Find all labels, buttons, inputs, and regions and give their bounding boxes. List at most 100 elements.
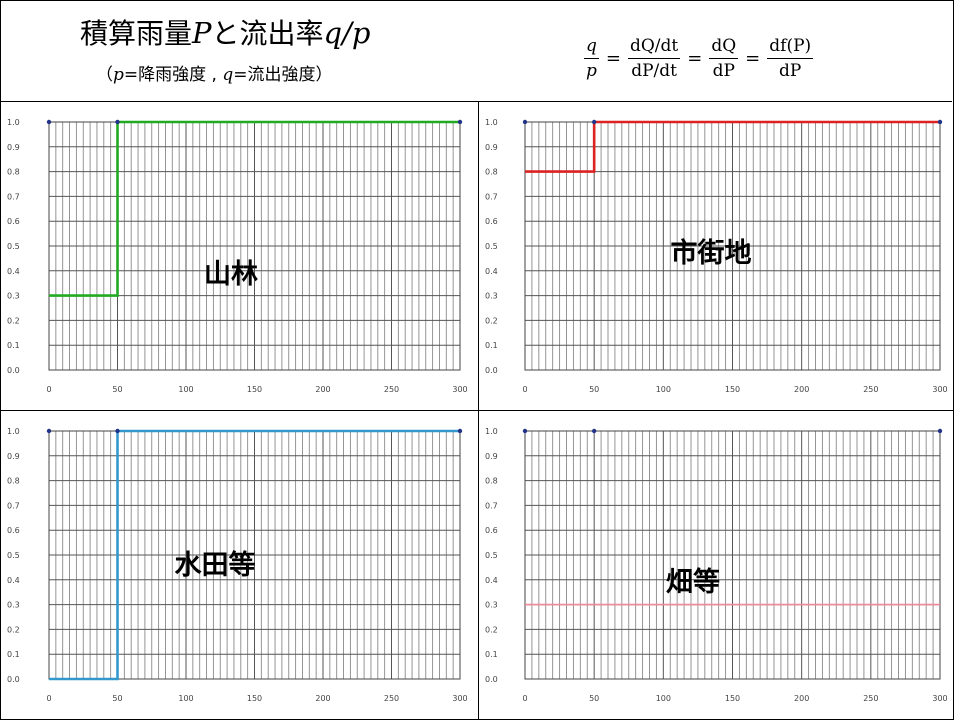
formula-f2-den: dP <box>712 60 735 81</box>
paddy-x-tick-label: 200 <box>315 694 330 703</box>
field-panel-label: 畑等 <box>666 566 720 598</box>
formula-lhs-num: q <box>584 36 599 59</box>
field-marker <box>937 428 943 434</box>
formula-f1-den: dP/dt <box>631 60 677 81</box>
urban-y-tick-label: 0.4 <box>485 267 498 276</box>
forest-x-tick-label: 50 <box>112 385 122 394</box>
field-marker <box>591 428 597 434</box>
forest-y-tick-label: 0.7 <box>7 192 20 201</box>
formula-lhs-den: p <box>586 60 597 81</box>
field-x-tick-label: 150 <box>725 694 740 703</box>
paddy-y-tick-label: 0.8 <box>7 477 20 486</box>
urban-y-tick-label: 0.8 <box>485 168 498 177</box>
forest-marker <box>46 119 52 125</box>
urban-y-tick-label: 0.3 <box>485 292 498 301</box>
urban-y-tick-label: 0.1 <box>485 341 498 350</box>
field-y-tick-label: 0.9 <box>485 452 498 461</box>
urban-x-tick-label: 0 <box>522 385 527 394</box>
subtitle-q-symbol: q <box>222 65 234 85</box>
paddy-marker <box>457 428 463 434</box>
paddy-x-tick-label: 50 <box>112 694 122 703</box>
urban-marker <box>522 119 528 125</box>
field-x-tick-label: 200 <box>794 694 809 703</box>
formula-frac-3: df(P) dP <box>767 36 814 81</box>
field-y-tick-label: 0.1 <box>485 650 498 659</box>
forest-y-tick-label: 0.6 <box>7 217 20 226</box>
urban-y-tick-label: 0.6 <box>485 217 498 226</box>
formula-eq-1: = <box>605 47 621 69</box>
forest-series-line <box>49 120 460 297</box>
urban-x-tick-label: 200 <box>794 385 809 394</box>
field-y-tick-label: 0.2 <box>485 625 498 634</box>
chart-panel-forest: 0.0 0.1 0.2 0.3 0.4 0.5 0.6 0.7 0.8 0.9 1.0 0 50 100 1… <box>7 118 468 394</box>
field-y-tick-label: 0.5 <box>485 551 498 560</box>
formula-frac-1: dQ/dt dP/dt <box>627 36 681 81</box>
forest-x-tick-label: 100 <box>178 385 193 394</box>
field-y-tick-label: 0.6 <box>485 526 498 535</box>
paddy-series-line <box>49 429 460 681</box>
subtitle: （p=降雨強度 , q=流出強度） <box>96 60 333 85</box>
forest-marker <box>457 119 463 125</box>
field-plot-border <box>524 430 941 680</box>
paddy-panel-label: 水田等 <box>175 549 256 581</box>
field-y-tick-label: 0.3 <box>485 601 498 610</box>
paddy-y-tick-label: 0.4 <box>7 576 20 585</box>
subtitle-end: =流出強度） <box>233 65 333 85</box>
urban-y-tick-label: 0.0 <box>485 366 498 375</box>
title-qp-symbol: q/p <box>323 16 371 50</box>
field-x-tick-label: 100 <box>656 694 671 703</box>
urban-series-line <box>525 120 940 173</box>
urban-marker <box>937 119 943 125</box>
field-x-tick-label: 0 <box>522 694 527 703</box>
urban-x-tick-label: 150 <box>725 385 740 394</box>
title-kanji: 積算雨量 <box>80 17 193 50</box>
field-y-tick-label: 0.4 <box>485 576 498 585</box>
title-p-symbol: P <box>192 16 212 50</box>
field-y-tick-label: 0.8 <box>485 477 498 486</box>
paddy-marker <box>46 428 52 434</box>
urban-marker <box>591 119 597 125</box>
formula-f3-num: df(P) <box>767 36 814 59</box>
formula-eq-2: = <box>687 47 703 69</box>
chart-panel-paddy: 0.0 0.1 0.2 0.3 0.4 0.5 0.6 0.7 0.8 0.9 1.0 0 50 100 1… <box>7 427 468 703</box>
urban-x-tick-label: 300 <box>932 385 947 394</box>
formula-eq-3: = <box>745 47 761 69</box>
urban-y-tick-label: 0.5 <box>485 242 498 251</box>
paddy-y-tick-label: 0.1 <box>7 650 20 659</box>
urban-x-tick-label: 50 <box>589 385 599 394</box>
paddy-x-tick-label: 300 <box>452 694 467 703</box>
subtitle-open: （ <box>96 65 113 85</box>
paddy-x-tick-label: 150 <box>247 694 262 703</box>
forest-y-tick-label: 0.9 <box>7 143 20 152</box>
field-y-tick-label: 0.7 <box>485 501 498 510</box>
forest-y-tick-label: 0.1 <box>7 341 20 350</box>
paddy-y-tick-label: 0.9 <box>7 452 20 461</box>
subtitle-mid: =降雨強度 , <box>123 65 223 85</box>
forest-y-tick-label: 0.8 <box>7 168 20 177</box>
forest-y-tick-label: 0.3 <box>7 292 20 301</box>
field-y-tick-label: 1.0 <box>485 427 498 436</box>
forest-x-tick-label: 250 <box>384 385 399 394</box>
paddy-y-tick-label: 0.2 <box>7 625 20 634</box>
forest-y-tick-label: 0.4 <box>7 267 20 276</box>
field-x-tick-label: 50 <box>589 694 599 703</box>
paddy-y-tick-label: 0.3 <box>7 601 20 610</box>
formula-f3-den: dP <box>779 60 802 81</box>
field-marker <box>522 428 528 434</box>
chart-panel-urban: 0.0 0.1 0.2 0.3 0.4 0.5 0.6 0.7 0.8 0.9 1.0 0 50 100 1… <box>485 118 948 394</box>
paddy-y-tick-label: 0.7 <box>7 501 20 510</box>
forest-y-tick-label: 0.0 <box>7 366 20 375</box>
paddy-marker <box>115 428 120 434</box>
title-mid: と流出率 <box>211 17 324 50</box>
page-title: 積算雨量Pと流出率q/p <box>80 12 370 52</box>
paddy-x-tick-label: 100 <box>178 694 193 703</box>
forest-x-tick-label: 0 <box>46 385 51 394</box>
forest-x-tick-label: 300 <box>452 385 467 394</box>
forest-x-tick-label: 200 <box>315 385 330 394</box>
paddy-x-tick-label: 250 <box>384 694 399 703</box>
forest-x-tick-label: 150 <box>247 385 262 394</box>
panel-divider-horizontal <box>0 410 953 411</box>
paddy-y-tick-label: 0.6 <box>7 526 20 535</box>
